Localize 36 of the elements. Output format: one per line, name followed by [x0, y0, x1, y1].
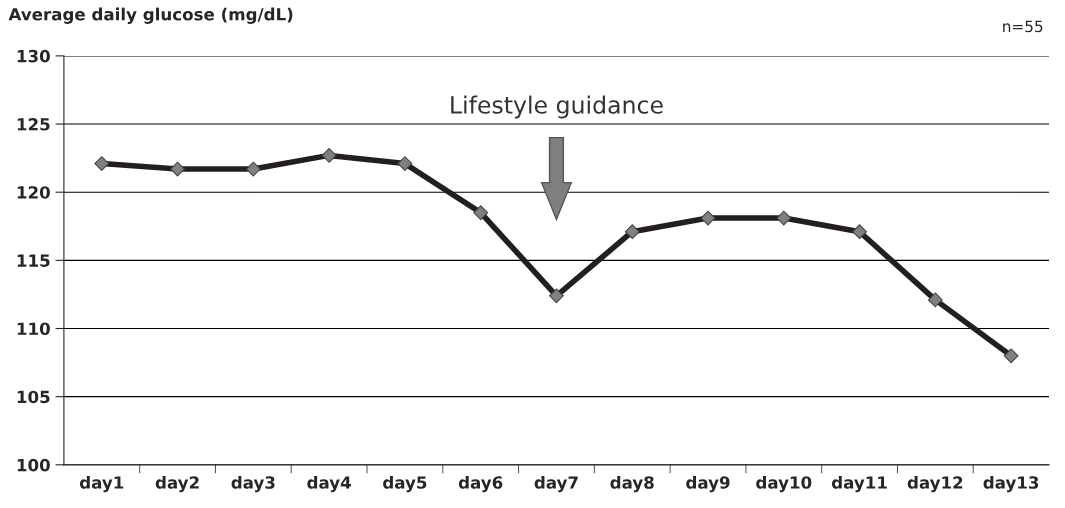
y-axis-title: Average daily glucose (mg/dL)	[8, 7, 293, 24]
point	[1003, 348, 1019, 364]
point	[624, 224, 640, 240]
x-tick-label: day11	[831, 475, 887, 493]
x-tick-label: day10	[756, 475, 812, 493]
x-tick-label: day5	[383, 475, 427, 493]
point	[473, 205, 489, 221]
y-tick-label: 120	[17, 186, 50, 199]
y-tick-label: 115	[17, 254, 50, 267]
point	[852, 224, 867, 240]
point	[170, 161, 185, 177]
point	[776, 210, 792, 226]
x-tick-label: day9	[686, 475, 730, 493]
x-tick-label: day6	[458, 475, 503, 493]
y-tick-label: 125	[17, 118, 50, 131]
text: n=55	[1003, 20, 1043, 33]
x-tick-label: day4	[307, 475, 351, 493]
point	[245, 161, 261, 177]
y-tick-label: 105	[17, 390, 50, 404]
y-tick-label: 110	[17, 322, 50, 336]
point	[700, 210, 716, 226]
x-tick-label: day1	[79, 475, 124, 493]
annotation: Lifestyle guidance	[451, 95, 663, 119]
y-tick-label: 100	[17, 458, 50, 472]
x-tick-label: day8	[610, 475, 654, 493]
x-tick-label: day12	[907, 475, 963, 493]
x-tick-label: day13	[983, 475, 1039, 493]
y-tick-label: 130	[17, 49, 50, 63]
point	[321, 147, 337, 163]
point	[927, 292, 943, 308]
point	[397, 156, 413, 171]
point	[94, 156, 110, 171]
x-tick-label: day3	[231, 475, 275, 493]
point	[549, 288, 564, 304]
x-tick-label: day7	[534, 475, 578, 493]
x-tick-label: day2	[155, 475, 199, 493]
